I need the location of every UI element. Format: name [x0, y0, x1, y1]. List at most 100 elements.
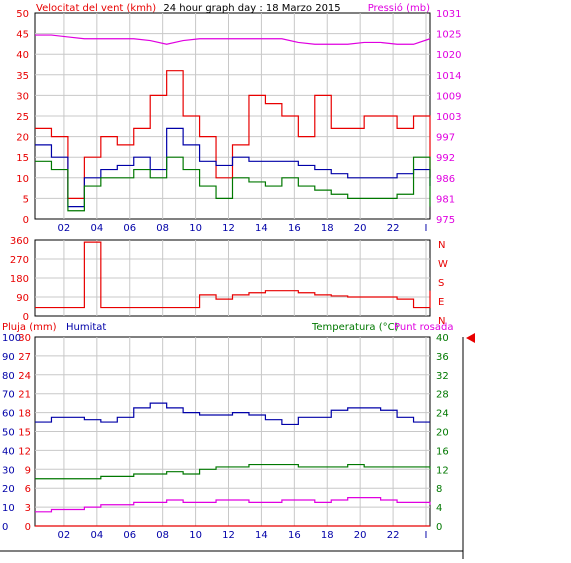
wind-chart-x-tick-label: 08: [156, 223, 169, 234]
temp-chart-x-tick-label: 16: [288, 530, 301, 541]
humidity-y-tick-label: 90: [2, 352, 15, 363]
humidity-y-tick-label: 50: [2, 428, 15, 439]
direction-y-tick-label: 180: [10, 274, 29, 285]
humidity-y-tick-label: 0: [2, 522, 8, 533]
compass-letter-label: N: [438, 316, 445, 327]
temp-chart-x-tick-label: 02: [58, 530, 71, 541]
rain-y-tick-label: 9: [25, 465, 31, 476]
rain-y-tick-label: 15: [18, 428, 31, 439]
temperature-y-tick-label: 0: [436, 522, 442, 533]
temperature-y-tick-label: 28: [436, 390, 449, 401]
dewpoint-axis-label: Punt rosada: [394, 322, 453, 333]
temperature-y-tick-label: 8: [436, 484, 442, 495]
temperature-y-tick-label: 32: [436, 371, 449, 382]
pressure-y-tick-label: 1014: [436, 71, 461, 82]
humidity-y-tick-label: 30: [2, 465, 15, 476]
rain-y-tick-label: 0: [25, 522, 31, 533]
wind-chart-x-tick-label: 20: [354, 223, 367, 234]
wind-chart-x-tick-label: 14: [255, 223, 268, 234]
rain-axis-label: Pluja (mm): [2, 322, 57, 333]
wind-y-tick-label: 10: [16, 174, 29, 185]
humidity-y-tick-label: 100: [2, 333, 21, 344]
pressure-y-tick-label: 1009: [436, 91, 461, 102]
humidity-y-tick-label: 40: [2, 446, 15, 457]
pressure-y-tick-label: 992: [436, 153, 455, 164]
wind-series-green: [35, 156, 431, 212]
direction-y-tick-label: 270: [10, 255, 29, 266]
temp-chart-x-tick-label: 12: [222, 530, 235, 541]
wind-chart-x-tick-label: 04: [90, 223, 103, 234]
temp-chart-x-tick-label: 10: [189, 530, 202, 541]
pressure-y-tick-label: 1003: [436, 112, 461, 123]
wind-y-tick-label: 35: [16, 71, 29, 82]
wind-y-tick-label: 15: [16, 153, 29, 164]
wind-y-tick-label: 5: [23, 194, 29, 205]
rain-y-tick-label: 3: [25, 503, 31, 514]
pressure-y-tick-label: 986: [436, 174, 455, 185]
wind-chart-x-tick-label: 12: [222, 223, 235, 234]
pressure-y-tick-label: 975: [436, 215, 455, 226]
temp-chart-x-tick-label: 14: [255, 530, 268, 541]
temp-chart-x-tick-label: 22: [387, 530, 400, 541]
temperature-y-tick-label: 20: [436, 428, 449, 439]
wind-y-tick-label: 20: [16, 133, 29, 144]
compass-letter-label: E: [438, 297, 444, 308]
temperature-y-tick-label: 12: [436, 465, 449, 476]
wind-series-blue: [35, 127, 431, 208]
temp-chart-x-tick-label: I: [425, 530, 428, 541]
pressure-y-tick-label: 1025: [436, 30, 461, 41]
temp-series-blue: [35, 402, 430, 426]
temp-chart-x-tick-label: 18: [321, 530, 334, 541]
direction-series: [35, 241, 431, 309]
wind-chart-x-tick-label: I: [425, 223, 428, 234]
temp-chart-x-tick-label: 08: [156, 530, 169, 541]
humidity-y-tick-label: 60: [2, 409, 15, 420]
current-value-marker: [466, 333, 475, 343]
rain-y-tick-label: 6: [25, 484, 31, 495]
direction-y-tick-label: 90: [16, 293, 29, 304]
wind-y-tick-label: 45: [16, 30, 29, 41]
temperature-axis-label: Temperatura (°C): [311, 322, 399, 333]
temperature-y-tick-label: 40: [436, 333, 449, 344]
wind-y-tick-label: 25: [16, 112, 29, 123]
temp-chart-x-tick-label: 06: [123, 530, 136, 541]
wind-chart-x-tick-label: 02: [58, 223, 71, 234]
temperature-y-tick-label: 4: [436, 503, 442, 514]
compass-letter-label: S: [438, 278, 444, 289]
humidity-y-tick-label: 20: [2, 484, 15, 495]
direction-y-tick-label: 360: [10, 236, 29, 247]
temp-chart-x-tick-label: 04: [90, 530, 103, 541]
humidity-axis-label: Humitat: [66, 322, 106, 333]
wind-axis-label: Velocitat del vent (kmh): [36, 3, 156, 14]
rain-y-tick-label: 12: [18, 446, 31, 457]
temp-chart-x-tick-label: 20: [354, 530, 367, 541]
rain-y-tick-label: 21: [18, 390, 31, 401]
pressure-axis-label: Pressió (mb): [368, 2, 430, 14]
direction-y-tick-label: 0: [23, 312, 29, 323]
wind-y-tick-label: 0: [23, 215, 29, 226]
wind-series-magenta: [35, 34, 431, 45]
compass-letter-label: N: [438, 240, 445, 251]
pressure-y-tick-label: 1031: [436, 9, 461, 20]
temperature-y-tick-label: 16: [436, 446, 449, 457]
wind-y-tick-label: 30: [16, 91, 29, 102]
rain-y-tick-label: 18: [18, 409, 31, 420]
rain-y-tick-label: 30: [18, 333, 31, 344]
pressure-y-tick-label: 981: [436, 194, 455, 205]
rain-y-tick-label: 27: [18, 352, 31, 363]
wind-chart-x-tick-label: 18: [321, 223, 334, 234]
wind-y-tick-label: 40: [16, 50, 29, 61]
humidity-y-tick-label: 80: [2, 371, 15, 382]
wind-chart-x-tick-label: 22: [387, 223, 400, 234]
wind-chart-x-tick-label: 16: [288, 223, 301, 234]
wind-y-tick-label: 50: [16, 9, 29, 20]
temperature-y-tick-label: 24: [436, 409, 449, 420]
temperature-y-tick-label: 36: [436, 352, 449, 363]
wind-chart-x-tick-label: 10: [189, 223, 202, 234]
temp-series-magenta: [35, 497, 431, 513]
pressure-y-tick-label: 997: [436, 133, 455, 144]
temp-series-green: [35, 463, 431, 480]
compass-letter-label: W: [438, 259, 448, 270]
